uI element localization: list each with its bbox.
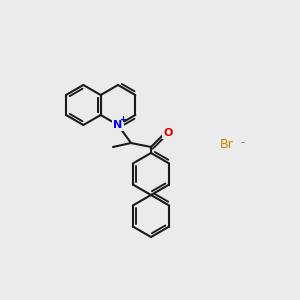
Text: N: N bbox=[113, 120, 123, 130]
Text: -: - bbox=[240, 136, 244, 149]
Text: +: + bbox=[119, 116, 127, 124]
Text: Br: Br bbox=[220, 139, 234, 152]
Text: O: O bbox=[163, 128, 173, 138]
